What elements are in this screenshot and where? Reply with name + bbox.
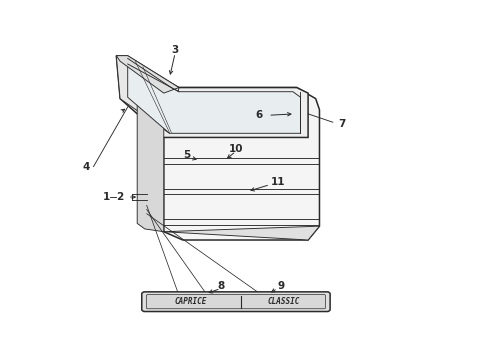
Polygon shape [116,56,179,133]
Text: 11: 11 [270,177,285,187]
Polygon shape [137,89,164,232]
Polygon shape [116,56,179,93]
Text: CLASSIC: CLASSIC [267,297,299,306]
Polygon shape [128,64,300,133]
Polygon shape [164,226,319,240]
Text: 9: 9 [278,281,285,291]
Text: 5: 5 [183,150,190,161]
Polygon shape [116,56,308,138]
Text: 4: 4 [82,162,90,172]
Text: CAPRICE: CAPRICE [174,297,207,306]
FancyBboxPatch shape [147,294,325,309]
Text: 2: 2 [117,192,124,202]
Text: 8: 8 [217,281,224,291]
Text: 7: 7 [339,118,346,129]
Text: 10: 10 [229,144,243,153]
Text: 6: 6 [255,110,262,120]
Text: 1: 1 [102,192,110,202]
Polygon shape [164,87,319,240]
Text: 3: 3 [172,45,179,55]
FancyBboxPatch shape [142,292,330,311]
